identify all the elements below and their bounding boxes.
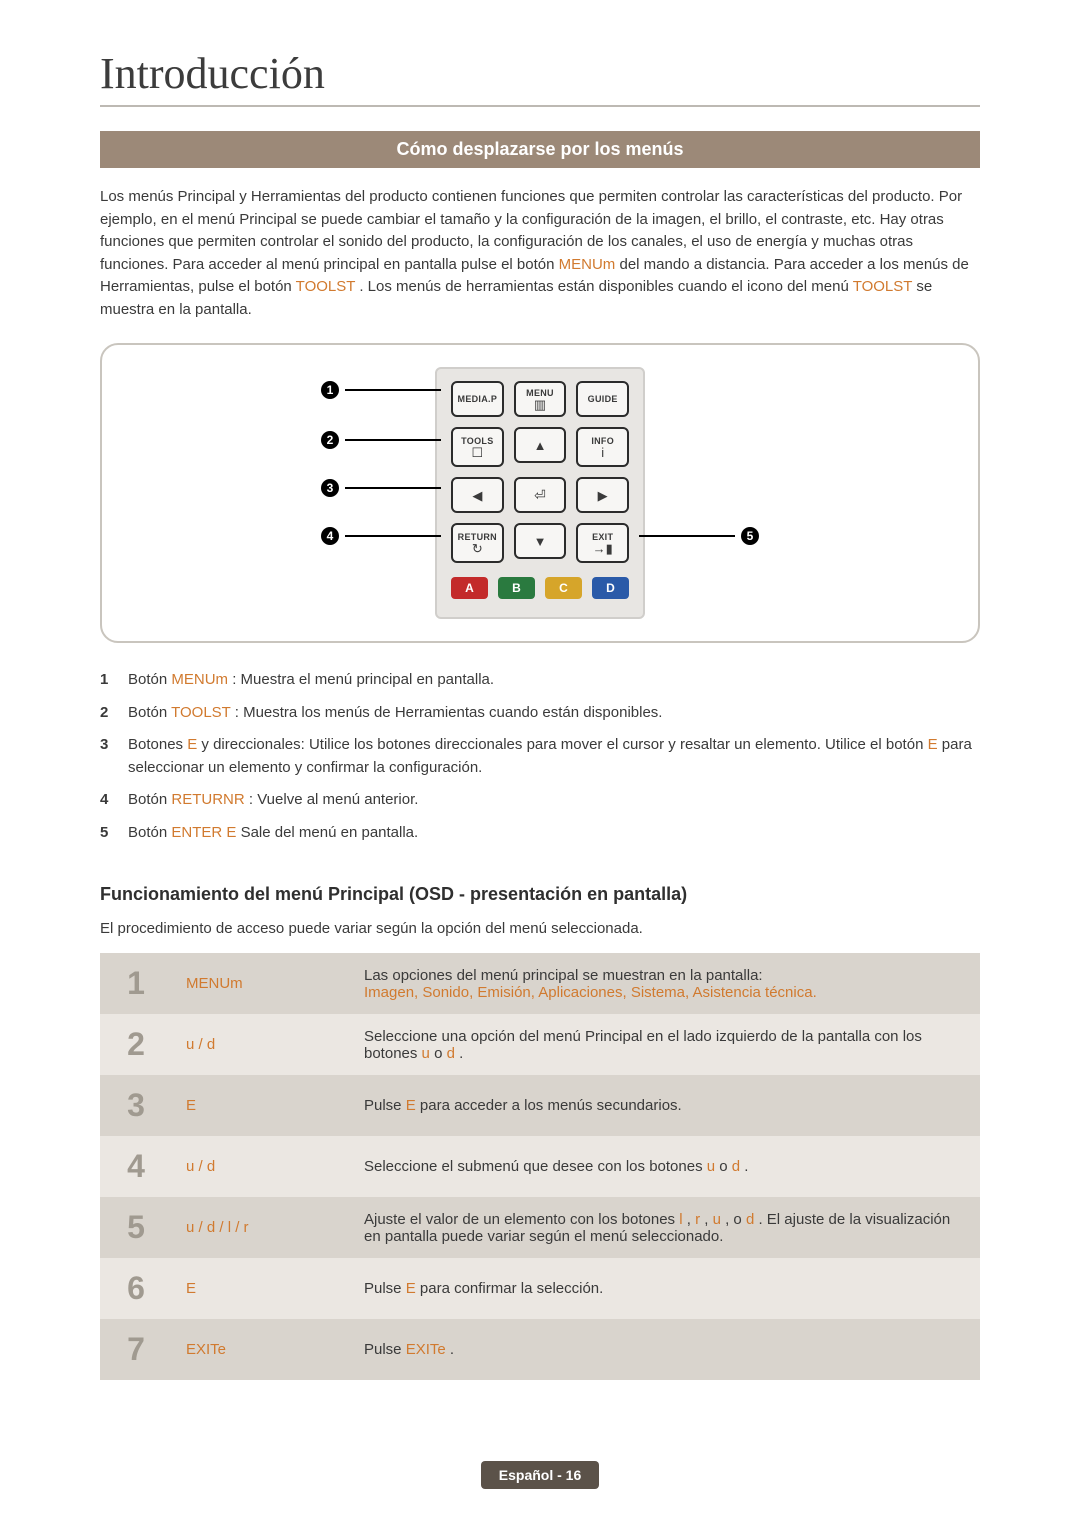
intro-tools-key-2: TOOLST [853, 278, 912, 295]
intro-tools-key-1: TOOLST [296, 278, 355, 295]
step-body: Seleccione el submenú que desee con los … [350, 1136, 980, 1197]
step-key: u / d [172, 1136, 350, 1197]
arrow-down-icon: ▼ [534, 535, 547, 548]
step-number: 5 [100, 1197, 172, 1258]
step-key: u / d / l / r [172, 1197, 350, 1258]
legend-item-4: 4 Botón RETURNR : Vuelve al menú anterio… [100, 789, 980, 812]
media-p-button[interactable]: MEDIA.P [451, 381, 504, 417]
remote-row-3: ◀ ⏎ ▶ [451, 477, 629, 513]
step-body: Seleccione una opción del menú Principal… [350, 1014, 980, 1075]
osd-step-5: 5 u / d / l / r Ajuste el valor de un el… [100, 1197, 980, 1258]
exit-icon: →▮ [593, 542, 613, 555]
callout-1: 1 [321, 381, 441, 399]
legend-item-5: 5 Botón ENTER E Sale del menú en pantall… [100, 822, 980, 845]
step-key: EXITe [172, 1319, 350, 1380]
osd-step-2: 2 u / d Seleccione una opción del menú P… [100, 1014, 980, 1075]
callout-number-1: 1 [321, 381, 339, 399]
intro-paragraph: Los menús Principal y Herramientas del p… [100, 186, 980, 321]
osd-step-7: 7 EXITe Pulse EXITe . [100, 1319, 980, 1380]
intro-menu-key: MENUm [559, 256, 616, 273]
page-title: Introducción [100, 48, 980, 107]
osd-step-6: 6 E Pulse E para confirmar la selección. [100, 1258, 980, 1319]
arrow-right-button[interactable]: ▶ [576, 477, 629, 513]
step-key: MENUm [172, 953, 350, 1014]
step-number: 1 [100, 953, 172, 1014]
menu-button[interactable]: MENU ▥ [514, 381, 567, 417]
callout-number-4: 4 [321, 527, 339, 545]
step-key: E [172, 1075, 350, 1136]
step-number: 6 [100, 1258, 172, 1319]
remote-row-4: RETURN ↻ ▼ EXIT →▮ [451, 523, 629, 563]
step-number: 2 [100, 1014, 172, 1075]
callout-number-5: 5 [741, 527, 759, 545]
osd-links: Imagen, Sonido, Emisión, Aplicaciones, S… [364, 984, 817, 1001]
callout-4: 4 [321, 527, 441, 545]
remote-row-1: MEDIA.P MENU ▥ GUIDE [451, 381, 629, 417]
tools-button[interactable]: TOOLS ☐ [451, 427, 504, 467]
color-b-button[interactable]: B [498, 577, 535, 599]
step-key: E [172, 1258, 350, 1319]
return-button[interactable]: RETURN ↻ [451, 523, 504, 563]
menu-icon: ▥ [534, 398, 546, 411]
intro-text-mid2: . Los menús de herramientas están dispon… [359, 278, 852, 295]
step-body: Pulse E para confirmar la selección. [350, 1258, 980, 1319]
section-header: Cómo desplazarse por los menús [100, 131, 980, 168]
color-d-button[interactable]: D [592, 577, 629, 599]
arrow-left-button[interactable]: ◀ [451, 477, 504, 513]
info-button[interactable]: INFO i [576, 427, 629, 467]
legend-item-2: 2 Botón TOOLST : Muestra los menús de He… [100, 702, 980, 725]
tools-icon: ☐ [472, 446, 484, 459]
step-body: Pulse EXITe . [350, 1319, 980, 1380]
enter-icon: ⏎ [534, 488, 546, 502]
step-number: 4 [100, 1136, 172, 1197]
step-body: Ajuste el valor de un elemento con los b… [350, 1197, 980, 1258]
color-a-button[interactable]: A [451, 577, 488, 599]
osd-step-3: 3 E Pulse E para acceder a los menús sec… [100, 1075, 980, 1136]
osd-step-1: 1 MENUm Las opciones del menú principal … [100, 953, 980, 1014]
legend-item-1: 1 Botón MENUm : Muestra el menú principa… [100, 669, 980, 692]
diagram-legend: 1 Botón MENUm : Muestra el menú principa… [100, 669, 980, 844]
step-body: Las opciones del menú principal se muest… [350, 953, 980, 1014]
osd-steps-table: 1 MENUm Las opciones del menú principal … [100, 953, 980, 1380]
color-c-button[interactable]: C [545, 577, 582, 599]
return-icon: ↻ [472, 542, 483, 555]
enter-button[interactable]: ⏎ [514, 477, 567, 513]
osd-desc: El procedimiento de acceso puede variar … [100, 920, 980, 937]
osd-step-4: 4 u / d Seleccione el submenú que desee … [100, 1136, 980, 1197]
info-icon: i [601, 446, 604, 459]
legend-item-3: 3 Botones E y direccionales: Utilice los… [100, 734, 980, 779]
step-key: u / d [172, 1014, 350, 1075]
guide-button[interactable]: GUIDE [576, 381, 629, 417]
callout-2: 2 [321, 431, 441, 449]
remote-diagram: 1 2 3 4 5 MEDIA.P [100, 343, 980, 643]
callout-number-3: 3 [321, 479, 339, 497]
exit-button[interactable]: EXIT →▮ [576, 523, 629, 563]
step-body: Pulse E para acceder a los menús secunda… [350, 1075, 980, 1136]
arrow-up-button[interactable]: ▲ [514, 427, 567, 463]
osd-heading: Funcionamiento del menú Principal (OSD -… [100, 884, 980, 905]
remote-color-row: A B C D [451, 577, 629, 599]
page-number-pill: Español - 16 [481, 1461, 599, 1489]
arrow-down-button[interactable]: ▼ [514, 523, 567, 559]
arrow-left-icon: ◀ [472, 489, 482, 502]
arrow-right-icon: ▶ [598, 489, 608, 502]
arrow-up-icon: ▲ [534, 439, 547, 452]
remote-row-2: TOOLS ☐ ▲ INFO i [451, 427, 629, 467]
remote-cutout: MEDIA.P MENU ▥ GUIDE TOOLS ☐ ▲ [435, 367, 645, 619]
callout-5: 5 [639, 527, 759, 545]
callout-number-2: 2 [321, 431, 339, 449]
step-number: 3 [100, 1075, 172, 1136]
step-number: 7 [100, 1319, 172, 1380]
callout-3: 3 [321, 479, 441, 497]
page-footer: Español - 16 [0, 1461, 1080, 1489]
